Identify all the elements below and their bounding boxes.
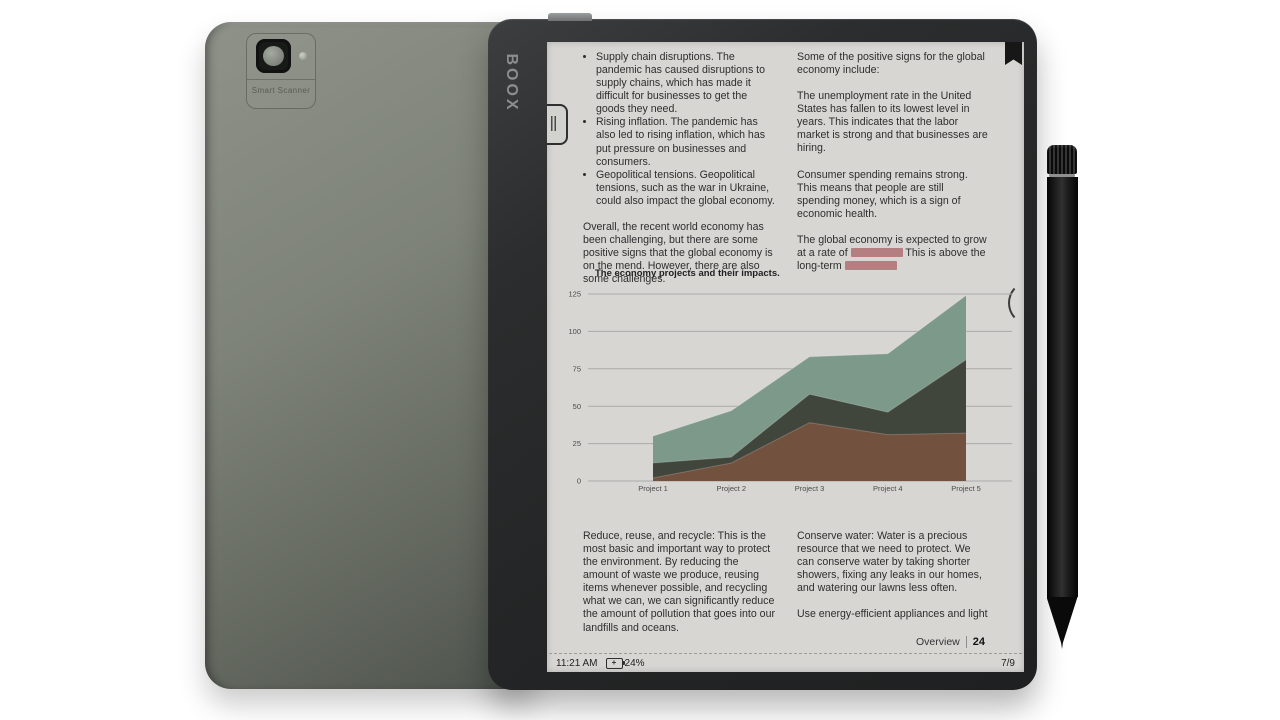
page-indicator-label: 7/9 [1001,658,1015,669]
handle-grip-icon [551,116,558,131]
bullet-item: Geopolitical tensions. Geopolitical tens… [596,169,776,208]
y-tick-label: 75 [573,364,581,373]
y-tick-label: 50 [573,402,581,411]
paragraph: Overall, the recent world economy has be… [583,220,773,286]
status-bar[interactable]: 11:21 AM + 24% 7/9 [556,655,1015,672]
brown-area [653,422,966,481]
economy-chart-svg: 0 25 50 75 100 125 Project 1 Project 2 Project 3… [568,290,1012,493]
x-category-label: Project 1 [638,484,668,493]
paragraph: Consumer spending remains strong. This m… [797,168,968,220]
stylus-ring [1049,174,1075,177]
side-panel-handle[interactable] [547,104,568,145]
bookmark-icon[interactable] [1005,42,1022,65]
chart-title: The economy projects and their impacts. [595,268,780,279]
x-category-label: Project 5 [951,484,981,493]
paragraph-text: The global economy is expected to grow a… [797,233,987,259]
document-bottom-right-column: Conserve water: Water is a precious reso… [797,530,989,621]
paragraph-text: This is above the long-term [797,246,986,273]
tablet-back-view: Smart Scanner [205,22,539,689]
document-bottom-left-column: Reduce, reuse, and recycle: This is the … [583,530,776,635]
overview-button[interactable]: Overview 24 [916,636,985,648]
page-turn-handle[interactable] [1008,282,1024,324]
overview-label: Overview [915,636,960,648]
paragraph: Conserve water: Water is a precious reso… [797,530,982,595]
power-button[interactable] [548,13,592,21]
redacted-highlight [844,261,897,271]
overview-divider [965,636,967,648]
paragraph: Use energy-efficient appliances and ligh… [797,608,988,621]
x-category-label: Project 3 [795,484,825,493]
redacted-highlight [850,247,903,257]
stylus-cap [1047,145,1077,174]
bullet-item: Rising inflation. The pandemic has also … [596,116,776,168]
x-category-label: Project 2 [716,484,746,493]
camera-glass [263,46,284,66]
x-category-label: Project 4 [873,484,903,493]
stylus-body [1046,177,1078,597]
camera-flash-icon [299,52,307,60]
camera-lens-icon [256,39,291,73]
eink-screen: Supply chain disruptions. The pandemic h… [547,42,1024,672]
brand-logo: BOOX [503,53,520,113]
bullet-list: Supply chain disruptions. The pandemic h… [583,51,776,208]
paragraph: Some of the positive signs for the globa… [797,51,985,77]
status-bar-divider [549,653,1022,654]
paragraph-with-redactions: The global economy is expected to grow a… [797,234,989,273]
camera-module-divider [247,79,315,80]
smart-scanner-module: Smart Scanner [246,33,316,109]
smart-scanner-label: Smart Scanner [251,86,311,95]
stylus-pen [1044,145,1080,649]
y-tick-label: 125 [568,290,581,299]
tablet-front-view: BOOX Supply chain disruptions. The pande… [488,13,1037,690]
y-tick-label: 25 [573,439,581,448]
paragraph: Reduce, reuse, and recycle: This is the … [583,530,775,634]
bullet-item: Supply chain disruptions. The pandemic h… [596,51,776,116]
y-tick-label: 0 [577,477,581,486]
battery-charging-plus: + [611,658,617,667]
paragraph: The unemployment rate in the United Stat… [797,90,988,155]
battery-percent-label: 24% [624,658,645,669]
document-left-column: Supply chain disruptions. The pandemic h… [583,51,776,286]
overview-page-number: 24 [972,636,985,648]
y-tick-label: 100 [568,327,581,336]
document-right-column: Some of the positive signs for the globa… [797,51,989,273]
clock-label: 11:21 AM [556,658,598,669]
stylus-tip [1046,597,1078,649]
battery-icon: + [605,658,625,669]
